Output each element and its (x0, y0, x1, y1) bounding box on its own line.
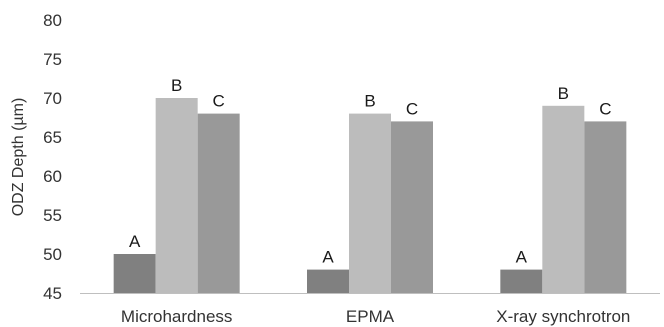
bar-label-b: B (364, 92, 375, 111)
bar-b (542, 105, 585, 293)
bar-label-c: C (599, 99, 611, 118)
bar-label-a: A (129, 232, 141, 251)
bar-a (307, 269, 349, 293)
bar-a (113, 254, 156, 293)
y-tick-label: 60 (43, 167, 62, 186)
y-tick-label: 70 (43, 89, 62, 108)
bar-c (391, 121, 433, 294)
y-tick-label: 50 (43, 245, 62, 264)
y-tick-label: 65 (43, 128, 62, 147)
bar-label-b: B (558, 84, 569, 103)
bar-label-c: C (406, 99, 418, 118)
y-tick-label: 80 (43, 11, 62, 30)
category-label: Microhardness (121, 307, 233, 326)
category-label: EPMA (346, 307, 395, 326)
bar-a (500, 269, 543, 293)
category-label: X-ray synchrotron (496, 307, 630, 326)
y-tick-label: 55 (43, 206, 62, 225)
y-tick-label: 45 (43, 284, 62, 303)
bars (113, 98, 627, 294)
bar-b (155, 98, 198, 293)
bar-label-a: A (322, 248, 334, 267)
bar-label-a: A (516, 248, 528, 267)
bar-b (349, 113, 391, 293)
bar-label-b: B (171, 76, 182, 95)
y-axis-ticks: 45 50 55 60 65 70 75 80 (43, 11, 62, 303)
bar-c (197, 113, 240, 293)
bar-label-c: C (213, 92, 225, 111)
category-labels: Microhardness EPMA X-ray synchrotron (121, 307, 631, 326)
bar-data-labels: A B C A B C A B C (129, 76, 611, 267)
bar-c (584, 121, 627, 294)
y-tick-label: 75 (43, 50, 62, 69)
y-axis-title: ODZ Depth (µm) (10, 98, 27, 217)
